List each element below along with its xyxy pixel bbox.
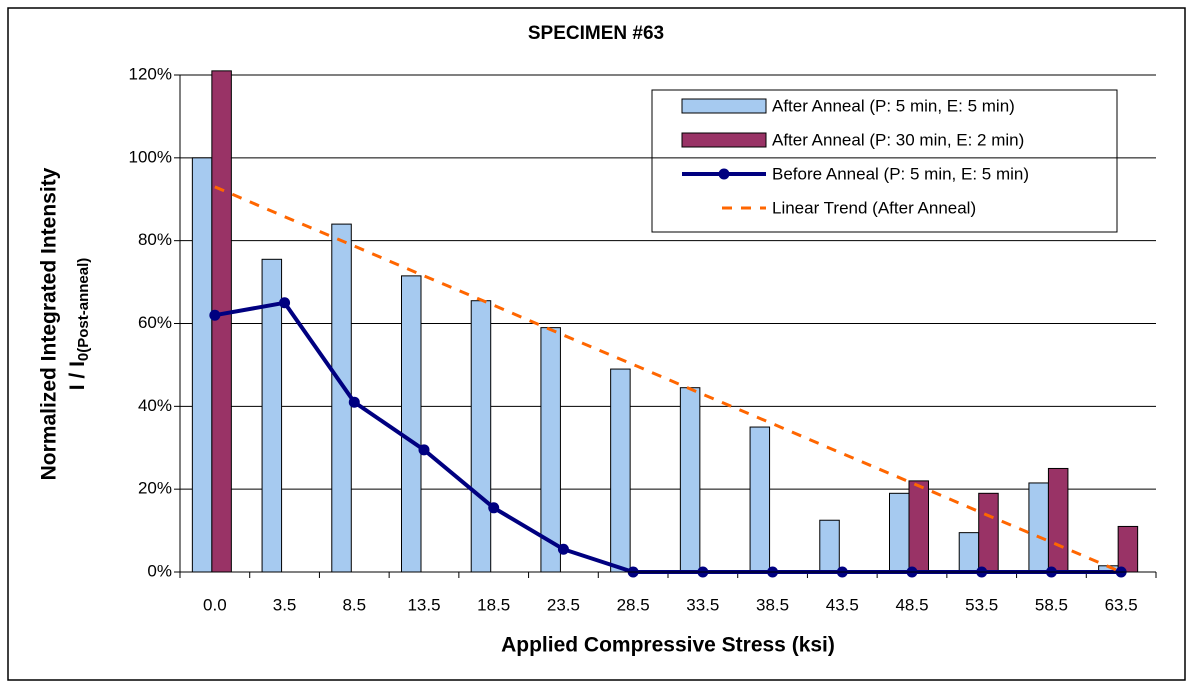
x-tick-label: 8.5	[342, 595, 366, 614]
bar	[749, 426, 771, 573]
y-tick-label: 20%	[138, 479, 172, 498]
bar	[191, 157, 213, 573]
y-axis-title-line1: Normalized Integrated Intensity	[38, 167, 61, 480]
x-tick-label: 53.5	[965, 595, 998, 614]
y-tick-label: 120%	[129, 64, 172, 83]
x-tick-label: 38.5	[756, 595, 789, 614]
legend-label: After Anneal (P: 5 min, E: 5 min)	[772, 96, 1015, 115]
y-axis-title-sub: 0(Post-anneal)	[75, 258, 92, 361]
x-tick-label: 13.5	[407, 595, 440, 614]
y-tick-label: 100%	[129, 147, 172, 166]
x-tick-label: 33.5	[686, 595, 719, 614]
x-tick-label: 3.5	[273, 595, 297, 614]
y-tick-label: 40%	[138, 396, 172, 415]
y-axis-title-line2: I / I0(Post-anneal)	[66, 258, 92, 391]
bar	[679, 387, 701, 573]
legend-label: Linear Trend (After Anneal)	[772, 198, 976, 217]
bar	[1117, 525, 1139, 573]
y-tick-label: 60%	[138, 313, 172, 332]
y-axis-title: Normalized Integrated Intensity I / I0(P…	[38, 167, 92, 480]
line-marker	[488, 502, 500, 514]
y-axis-title-main: I / I	[66, 361, 89, 390]
bar	[978, 492, 999, 573]
x-tick-label: 48.5	[895, 595, 928, 614]
x-tick-label: 43.5	[826, 595, 859, 614]
line-marker	[209, 309, 221, 321]
line-marker	[279, 297, 291, 309]
chart-title: SPECIMEN #63	[528, 23, 664, 44]
x-axis-title: Applied Compressive Stress (ksi)	[501, 634, 835, 657]
bar	[958, 532, 980, 573]
bar	[1028, 482, 1049, 573]
y-tick-label: 0%	[147, 561, 172, 580]
bar	[1047, 467, 1069, 573]
bar	[470, 300, 492, 573]
trend-line	[214, 185, 1122, 574]
x-tick-label: 23.5	[547, 595, 580, 614]
bar	[889, 492, 910, 573]
bar	[401, 275, 422, 573]
legend-swatch	[681, 132, 767, 148]
line-marker	[418, 444, 430, 456]
bar	[819, 519, 840, 573]
x-tick-label: 58.5	[1035, 595, 1068, 614]
bar	[908, 480, 929, 573]
legend-swatch-marker	[718, 168, 730, 180]
line-marker	[348, 396, 360, 408]
x-tick-label: 63.5	[1105, 595, 1138, 614]
legend-label: After Anneal (P: 30 min, E: 2 min)	[772, 130, 1024, 149]
x-tick-label: 28.5	[617, 595, 650, 614]
bar	[331, 223, 352, 573]
line-marker	[557, 543, 569, 555]
legend-label: Before Anneal (P: 5 min, E: 5 min)	[772, 164, 1029, 183]
bar	[211, 70, 232, 573]
y-tick-label: 80%	[138, 230, 172, 249]
legend-swatch	[681, 98, 767, 114]
x-tick-label: 18.5	[477, 595, 510, 614]
x-tick-label: 0.0	[203, 595, 227, 614]
bar	[610, 368, 631, 573]
